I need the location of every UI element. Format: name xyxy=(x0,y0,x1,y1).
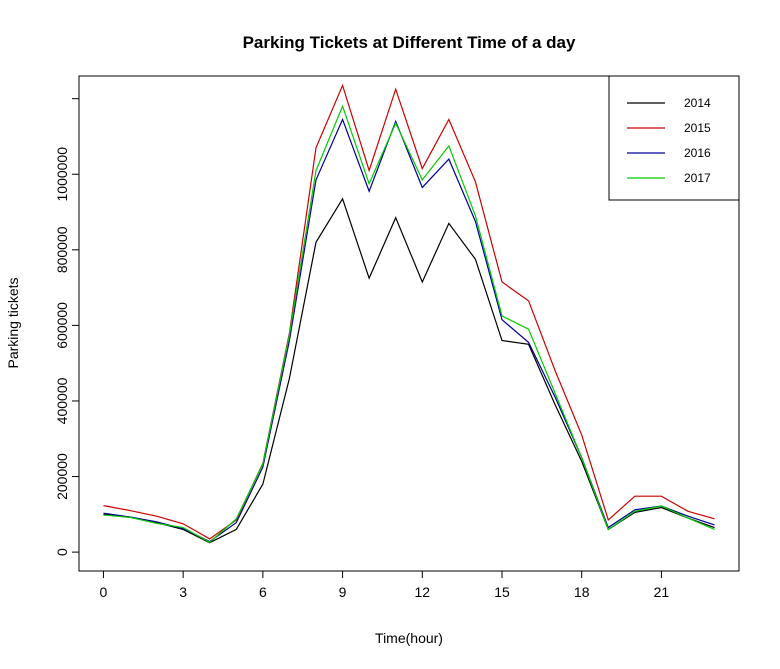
y-axis: 0 200000 400000 600000 800000 1000000 xyxy=(54,98,80,556)
y-tick-label: 600000 xyxy=(54,302,70,349)
legend-label-2014: 2014 xyxy=(684,96,711,110)
y-axis-label: Parking tickets xyxy=(5,277,21,368)
series-line-2015 xyxy=(103,83,715,540)
x-tick-label: 3 xyxy=(179,584,187,600)
y-tick-label: 1000000 xyxy=(54,147,70,202)
x-tick-label: 15 xyxy=(494,584,510,600)
x-tick-label: 6 xyxy=(259,584,267,600)
x-axis-label: Time(hour) xyxy=(375,630,443,646)
series-layer xyxy=(103,83,715,544)
legend-label-2016: 2016 xyxy=(684,146,711,160)
legend-label-2017: 2017 xyxy=(684,171,711,185)
x-tick-label: 18 xyxy=(574,584,590,600)
x-tick-label: 12 xyxy=(414,584,430,600)
y-tick-label: 200000 xyxy=(54,453,70,500)
legend-label-2015: 2015 xyxy=(684,121,711,135)
series-line-2014 xyxy=(103,197,715,544)
y-tick-label: 400000 xyxy=(54,377,70,424)
y-tick-label: 0 xyxy=(54,548,70,556)
legend-frame xyxy=(608,75,740,201)
x-tick-label: 21 xyxy=(654,584,670,600)
series-line-2017 xyxy=(103,104,715,544)
chart-title: Parking Tickets at Different Time of a d… xyxy=(243,33,576,52)
x-axis: 0 3 6 9 12 15 18 21 xyxy=(100,570,670,600)
legend: 2014 2015 2016 2017 xyxy=(608,75,740,201)
x-tick-label: 0 xyxy=(100,584,108,600)
x-tick-label: 9 xyxy=(339,584,347,600)
y-tick-label: 800000 xyxy=(54,226,70,273)
